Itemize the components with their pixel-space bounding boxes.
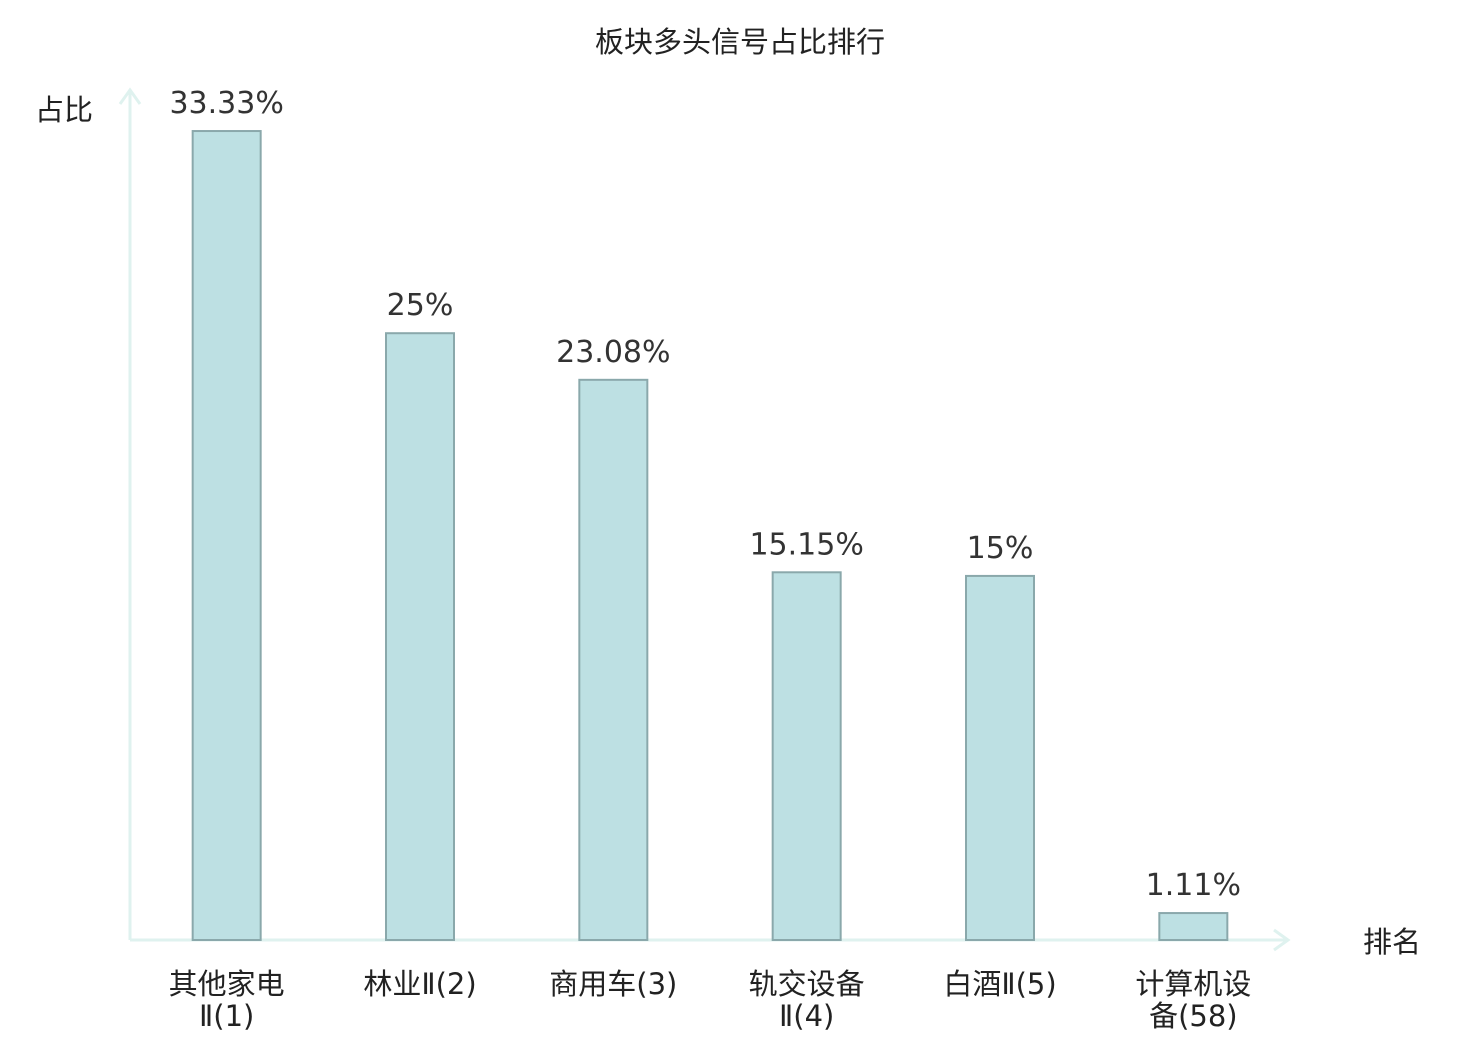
bar <box>578 378 649 941</box>
x-arrow <box>1273 928 1291 952</box>
x-tick-label: 商用车(3) <box>549 967 677 1001</box>
x-axis-label: 排名 <box>1363 925 1421 959</box>
x-tick-label-line: Ⅱ(1) <box>199 999 254 1033</box>
chart-title: 板块多头信号占比排行 <box>595 25 885 59</box>
x-tick-label-line: Ⅱ(4) <box>779 999 834 1033</box>
bar <box>385 332 455 941</box>
bar <box>1158 912 1229 942</box>
value-label: 1.11% <box>1146 868 1241 903</box>
y-arrow <box>118 87 142 105</box>
value-label: 23.08% <box>556 335 670 370</box>
x-tick-label: 白酒Ⅱ(5) <box>943 967 1056 1001</box>
x-tick-label-line: 轨交设备 <box>749 967 865 1001</box>
value-label: 15.15% <box>749 527 863 562</box>
value-label: 25% <box>387 288 454 323</box>
x-tick-label: 其他家电 Ⅱ(1) <box>169 967 285 1033</box>
value-label: 15% <box>967 531 1034 566</box>
bar <box>191 130 262 942</box>
bar <box>771 571 842 941</box>
bar <box>965 574 1035 942</box>
x-tick-label-line: 计算机设 <box>1135 967 1251 1001</box>
x-tick-label: 林业Ⅱ(2) <box>363 967 476 1001</box>
x-tick-label-line: 其他家电 <box>169 967 285 1001</box>
y-axis-label: 占比 <box>35 93 93 127</box>
x-tick-label-line: 备(58) <box>1149 999 1238 1033</box>
x-tick-label: 计算机设备(58) <box>1135 967 1251 1033</box>
axes <box>118 87 1291 952</box>
value-label: 33.33% <box>169 86 283 121</box>
x-tick-label: 轨交设备 Ⅱ(4) <box>749 967 865 1033</box>
